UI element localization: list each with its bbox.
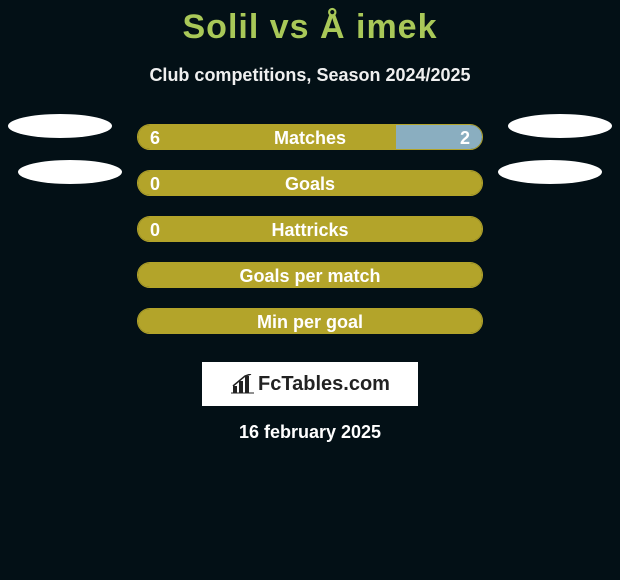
- stat-value-left: 0: [150, 171, 160, 196]
- stat-bar: Hattricks0: [137, 216, 483, 242]
- comparison-rows: Matches62Goals0Hattricks0Goals per match…: [0, 114, 620, 344]
- stat-bar: Goals0: [137, 170, 483, 196]
- bar-segment-left: [138, 171, 482, 195]
- stat-row: Matches62: [0, 114, 620, 160]
- bar-chart-icon: [230, 374, 254, 394]
- bar-segment-left: [138, 217, 482, 241]
- bar-segment-left: [138, 309, 482, 333]
- team-badge-left: [18, 160, 122, 184]
- stat-row: Hattricks0: [0, 206, 620, 252]
- team-badge-left: [8, 114, 112, 138]
- stat-bar: Min per goal: [137, 308, 483, 334]
- stat-row: Min per goal: [0, 298, 620, 344]
- team-badge-right: [508, 114, 612, 138]
- team-badge-right: [498, 160, 602, 184]
- bar-segment-left: [138, 125, 396, 149]
- page-title: Solil vs Å imek: [0, 0, 620, 47]
- stat-bar: Goals per match: [137, 262, 483, 288]
- stat-value-left: 6: [150, 125, 160, 150]
- stat-row: Goals per match: [0, 252, 620, 298]
- bar-segment-left: [138, 263, 482, 287]
- stat-value-left: 0: [150, 217, 160, 242]
- subtitle: Club competitions, Season 2024/2025: [0, 65, 620, 86]
- stat-bar: Matches62: [137, 124, 483, 150]
- date: 16 february 2025: [0, 422, 620, 443]
- logo-box[interactable]: FcTables.com: [202, 362, 418, 406]
- logo: FcTables.com: [230, 373, 390, 396]
- stat-row: Goals0: [0, 160, 620, 206]
- stat-value-right: 2: [460, 125, 470, 150]
- logo-text: FcTables.com: [258, 373, 390, 396]
